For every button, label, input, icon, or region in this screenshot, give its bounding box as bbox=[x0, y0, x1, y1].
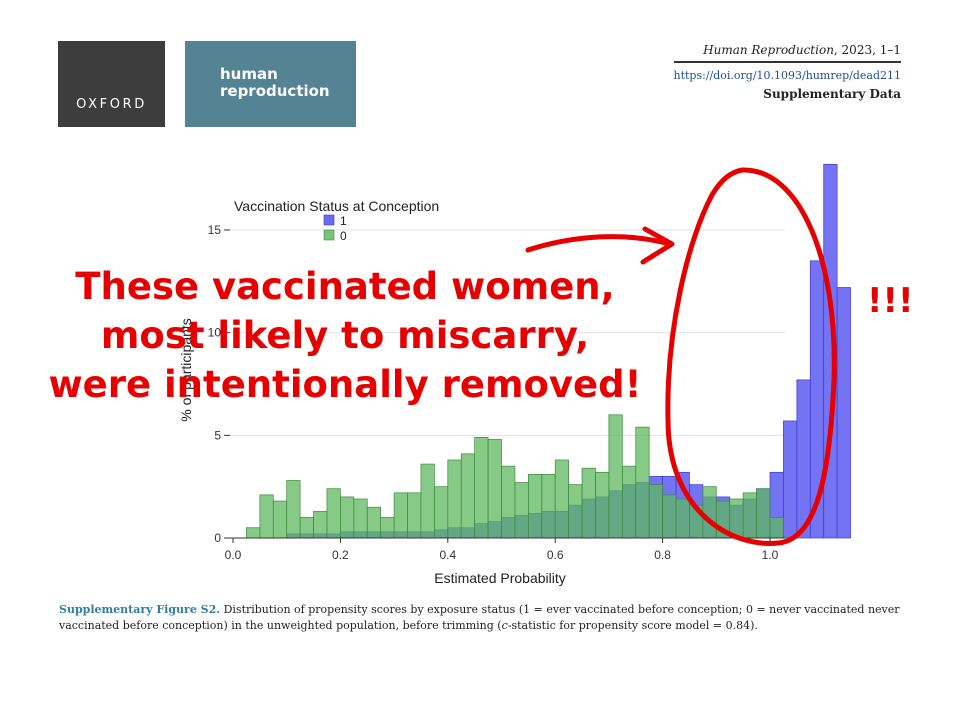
bar-series0-13 bbox=[420, 463, 435, 539]
journal-name: Human Reproduction bbox=[703, 43, 834, 57]
bar-series0-39 bbox=[769, 517, 784, 539]
annotation-line-3: were intentionally removed! bbox=[48, 363, 642, 406]
bar-series0-24 bbox=[568, 484, 583, 539]
bar-series0-0 bbox=[246, 527, 261, 539]
bar-series0-26 bbox=[595, 471, 610, 539]
bar-series0-4 bbox=[299, 517, 314, 539]
journal-logo-line1: human bbox=[220, 65, 278, 83]
annotation-overlay: These vaccinated women, most likely to m… bbox=[10, 262, 680, 409]
bar-series1-44 bbox=[836, 287, 851, 539]
bar-series0-36 bbox=[729, 498, 744, 539]
doi-link[interactable]: https://doi.org/10.1093/humrep/dead211 bbox=[673, 69, 902, 82]
legend-swatch-1 bbox=[323, 214, 335, 226]
caption-text-1: Distribution of propensity scores by exp… bbox=[59, 603, 900, 632]
x-tick-label-1: 0.2 bbox=[332, 548, 349, 562]
bar-series0-32 bbox=[675, 498, 690, 539]
bar-series0-37 bbox=[742, 492, 757, 539]
bar-series0-21 bbox=[527, 473, 543, 539]
caption-text-2: -statistic for propensity score model = … bbox=[507, 619, 758, 632]
bar-series0-16 bbox=[460, 453, 476, 539]
y-tick-label-1: 5 bbox=[214, 428, 221, 442]
legend-label-0: 0 bbox=[340, 229, 347, 243]
bar-series0-15 bbox=[447, 459, 462, 539]
bar-series0-9 bbox=[366, 506, 382, 539]
journal-logo: human reproduction bbox=[185, 41, 356, 127]
annotation-arrow bbox=[525, 226, 675, 265]
x-tick-label-2: 0.4 bbox=[439, 548, 456, 562]
bar-series0-5 bbox=[313, 510, 328, 539]
y-tick-label-3: 15 bbox=[208, 223, 222, 237]
x-axis-label: Estimated Probability bbox=[434, 570, 566, 586]
bar-series0-20 bbox=[514, 482, 529, 539]
journal-info: Human Reproduction, 2023, 1–1 https://do… bbox=[673, 43, 902, 101]
bar-series0-7 bbox=[340, 496, 355, 539]
bar-series0-12 bbox=[407, 492, 422, 539]
bar-series0-11 bbox=[393, 492, 408, 539]
bar-series0-6 bbox=[326, 488, 341, 539]
annotation-exclamation: !!! bbox=[867, 281, 914, 321]
bar-series0-22 bbox=[541, 473, 556, 539]
x-tick-label-0: 0.0 bbox=[225, 548, 242, 562]
bar-series0-1 bbox=[259, 494, 274, 539]
axes-group: 0.0 0.2 0.4 0.6 0.8 1.0 0 5 10 15 bbox=[208, 223, 785, 562]
oxford-logo: OXFORD bbox=[58, 41, 165, 127]
journal-logo-line2: reproduction bbox=[220, 82, 330, 100]
supplementary-label: Supplementary Data bbox=[763, 87, 901, 101]
annotation-circle bbox=[665, 167, 837, 546]
bar-series0-17 bbox=[474, 437, 489, 539]
bar-series0-2 bbox=[272, 500, 288, 539]
y-axis-label: % of participants bbox=[178, 318, 194, 422]
oxford-logo-text: OXFORD bbox=[76, 97, 147, 112]
legend-title: Vaccination Status at Conception bbox=[234, 198, 439, 214]
grid-lines bbox=[228, 229, 785, 436]
x-tick-label-4: 0.8 bbox=[654, 548, 671, 562]
bar-series0-25 bbox=[581, 467, 596, 539]
bar-series0-10 bbox=[380, 517, 395, 539]
y-tick-label-0: 0 bbox=[214, 531, 221, 545]
bar-series0-23 bbox=[554, 459, 569, 539]
bar-series0-3 bbox=[286, 480, 301, 539]
bar-series0-31 bbox=[662, 494, 677, 539]
bar-series0-27 bbox=[608, 414, 623, 539]
bar-series1-41 bbox=[796, 379, 811, 539]
x-tick-label-3: 0.6 bbox=[547, 548, 564, 562]
legend-label-1: 1 bbox=[340, 214, 347, 228]
annotation-line-2: most likely to miscarry, bbox=[100, 314, 590, 357]
bar-series0-8 bbox=[353, 498, 368, 539]
journal-year: , 2023, 1–1 bbox=[833, 43, 901, 57]
figure-caption: Supplementary Figure S2. Distribution of… bbox=[59, 602, 909, 634]
bar-series0-29 bbox=[635, 426, 650, 539]
bar-series0-28 bbox=[621, 465, 637, 539]
legend-swatch-0 bbox=[323, 229, 335, 241]
y-tick-label-2: 10 bbox=[208, 326, 222, 340]
bar-series0-19 bbox=[501, 465, 516, 539]
bar-series0-14 bbox=[434, 486, 449, 539]
bar-series0-18 bbox=[487, 439, 502, 539]
bar-series1-40 bbox=[783, 420, 798, 539]
bar-series0-34 bbox=[702, 486, 717, 539]
journal-citation: Human Reproduction, 2023, 1–1 bbox=[673, 43, 901, 63]
annotation-line-1: These vaccinated women, bbox=[75, 265, 615, 308]
caption-label: Supplementary Figure S2. bbox=[59, 603, 221, 616]
bar-series0-38 bbox=[756, 488, 771, 539]
bar-series0-30 bbox=[648, 484, 663, 539]
caption-italic-c: c bbox=[501, 619, 508, 632]
x-tick-label-5: 1.0 bbox=[762, 548, 779, 562]
